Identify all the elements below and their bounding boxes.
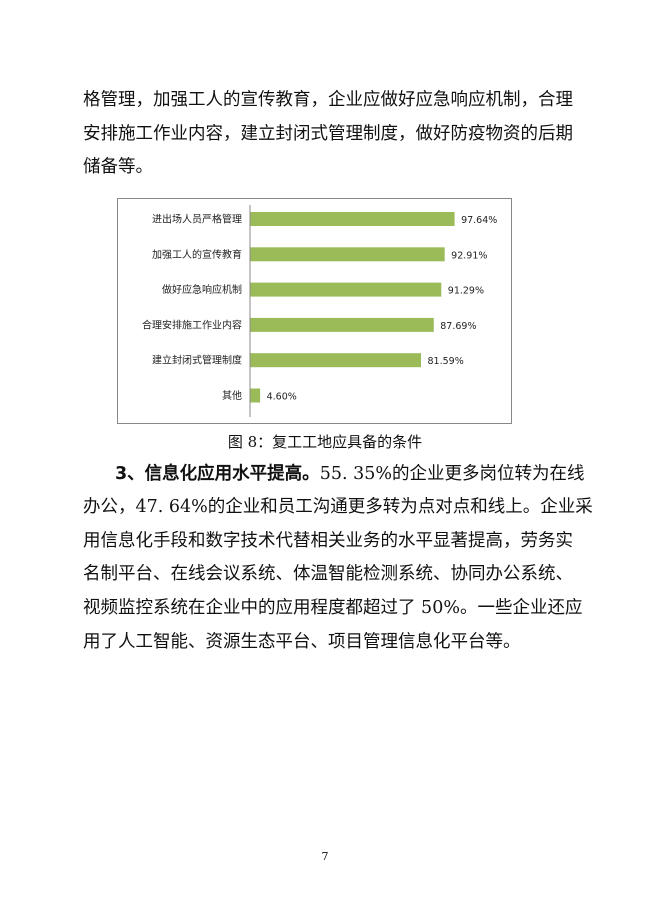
data-label: 91.29%	[448, 286, 484, 297]
category-label: 建立封闭式管理制度	[152, 354, 242, 367]
paragraph-line: 名制平台、在线会议系统、体温智能检测系统、协同办公系统、	[83, 564, 573, 584]
paragraph-line: 用信息化手段和数字技术代替相关业务的水平显著提高，劳务实	[83, 531, 573, 551]
category-label: 合理安排施工作业内容	[142, 318, 242, 331]
bar-chart: 进出场人员严格管理 97.64% 加强工人的宣传教育 92.91% 做好应急响应机制 91…	[117, 198, 512, 424]
paragraph-line: 办公，47. 64%的企业和员工沟通更多转为点对点和线上。企业采	[83, 497, 593, 517]
paragraph-line: 用了人工智能、资源生态平台、项目管理信息化平台等。	[83, 632, 521, 652]
data-label: 92.91%	[451, 250, 487, 261]
bar	[250, 353, 422, 368]
category-label: 加强工人的宣传教育	[152, 248, 242, 261]
paragraph-line: 视频监控系统在企业中的应用程度都超过了 50%。一些企业还应	[83, 598, 583, 618]
bar	[250, 247, 445, 262]
paragraph-line: 55. 35%的企业更多岗位转为在线	[319, 464, 585, 484]
data-label: 97.64%	[461, 215, 497, 226]
bar	[250, 317, 434, 332]
bar	[250, 388, 261, 403]
paragraph-line: 储备等。	[83, 157, 153, 177]
section-heading: 3、信息化应用水平提高。	[115, 464, 320, 484]
category-label: 进出场人员严格管理	[152, 213, 242, 226]
data-label: 4.60%	[267, 392, 297, 403]
chart-svg: 进出场人员严格管理 97.64% 加强工人的宣传教育 92.91% 做好应急响应机制 91…	[142, 205, 497, 417]
paragraph-line: 格管理，加强工人的宣传教育，企业应做好应急响应机制，合理	[83, 90, 573, 110]
figure-caption: 图 8：复工工地应具备的条件	[227, 433, 423, 451]
bar	[250, 212, 455, 226]
data-label: 87.69%	[440, 321, 476, 332]
paragraph-line: 安排施工作业内容，建立封闭式管理制度，做好防疫物资的后期	[83, 124, 573, 144]
category-label: 做好应急响应机制	[162, 283, 242, 296]
data-label: 81.59%	[428, 356, 464, 367]
bar	[250, 282, 442, 297]
page-number: 7	[321, 850, 329, 863]
category-label: 其他	[222, 389, 242, 402]
section-first-line: 3、信息化应用水平提高。 55. 35%的企业更多岗位转为在线	[115, 463, 584, 485]
